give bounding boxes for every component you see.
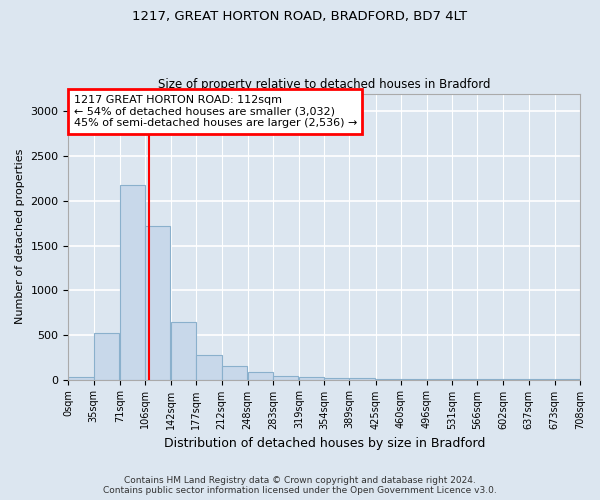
X-axis label: Distribution of detached houses by size in Bradford: Distribution of detached houses by size … [164,437,485,450]
Bar [248,372,273,380]
Bar [196,354,221,380]
Bar [94,333,119,380]
Text: Contains HM Land Registry data © Crown copyright and database right 2024.
Contai: Contains HM Land Registry data © Crown c… [103,476,497,495]
Bar [273,376,298,380]
Bar [349,378,375,380]
Text: 1217 GREAT HORTON ROAD: 112sqm
← 54% of detached houses are smaller (3,032)
45% : 1217 GREAT HORTON ROAD: 112sqm ← 54% of … [74,95,357,128]
Bar [68,377,94,380]
Bar [171,322,196,380]
Title: Size of property relative to detached houses in Bradford: Size of property relative to detached ho… [158,78,490,91]
Bar [401,379,426,380]
Bar [120,184,145,380]
Bar [299,377,324,380]
Bar [324,378,349,380]
Text: 1217, GREAT HORTON ROAD, BRADFORD, BD7 4LT: 1217, GREAT HORTON ROAD, BRADFORD, BD7 4… [133,10,467,23]
Bar [145,226,170,380]
Bar [376,378,401,380]
Bar [221,366,247,380]
Y-axis label: Number of detached properties: Number of detached properties [15,149,25,324]
